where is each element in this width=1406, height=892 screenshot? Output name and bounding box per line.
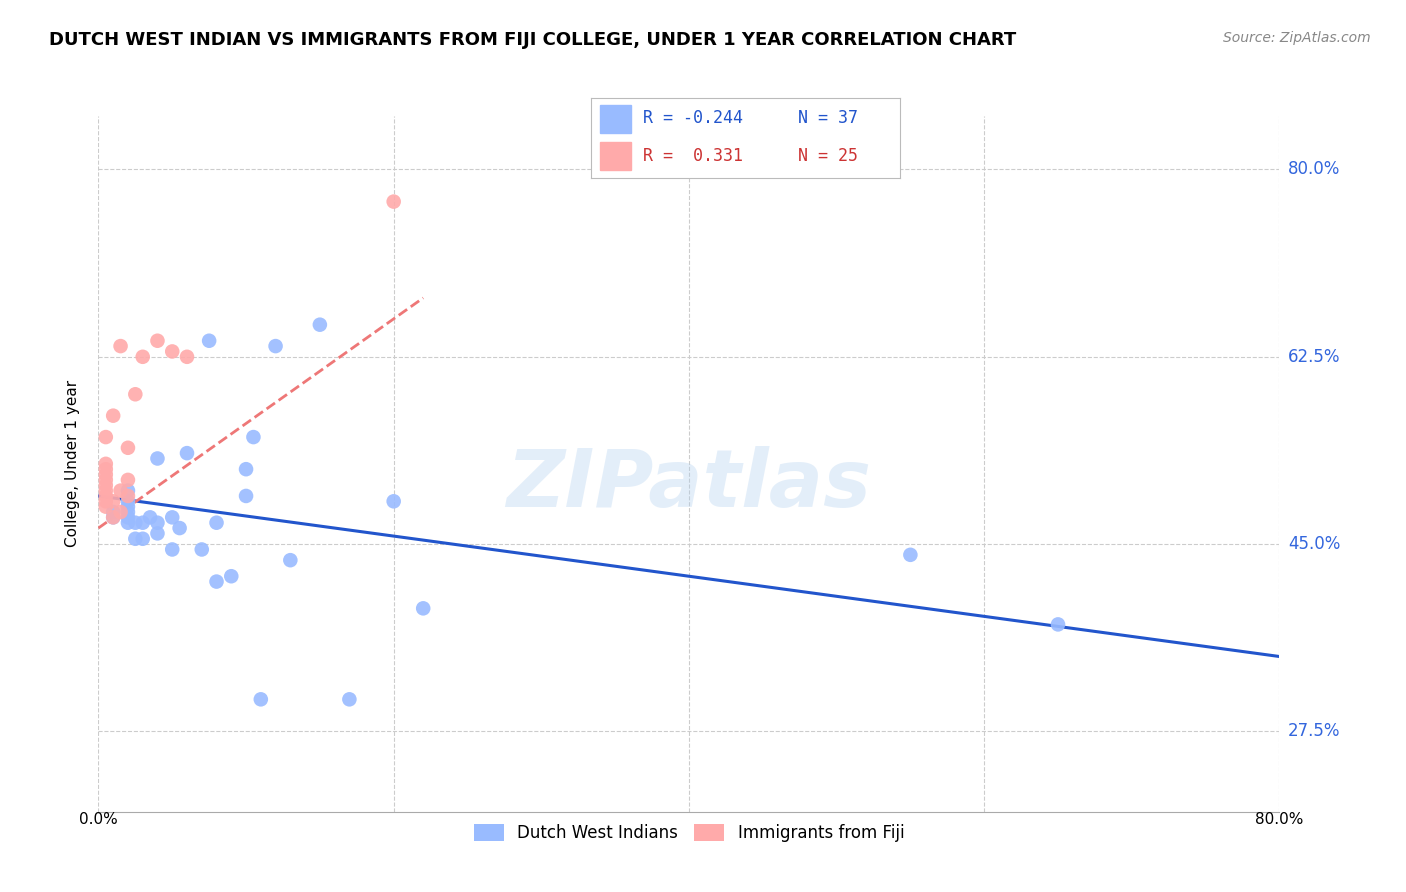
Point <box>162 510 183 524</box>
Point <box>146 516 169 530</box>
Point <box>117 505 139 519</box>
Point <box>198 334 221 348</box>
Point <box>242 430 264 444</box>
Text: N = 37: N = 37 <box>797 109 858 128</box>
Point <box>94 500 117 514</box>
Point <box>191 542 214 557</box>
Point <box>94 462 117 476</box>
Point <box>94 489 117 503</box>
Text: 80.0%: 80.0% <box>1256 812 1303 827</box>
Point <box>309 318 332 332</box>
Text: DUTCH WEST INDIAN VS IMMIGRANTS FROM FIJI COLLEGE, UNDER 1 YEAR CORRELATION CHAR: DUTCH WEST INDIAN VS IMMIGRANTS FROM FIJ… <box>49 31 1017 49</box>
Point <box>117 516 139 530</box>
Text: ZIPatlas: ZIPatlas <box>506 446 872 524</box>
Text: N = 25: N = 25 <box>797 147 858 165</box>
Point <box>139 510 162 524</box>
Text: 62.5%: 62.5% <box>1288 348 1340 366</box>
Point <box>94 467 117 482</box>
Y-axis label: College, Under 1 year: College, Under 1 year <box>65 380 80 548</box>
Legend: Dutch West Indians, Immigrants from Fiji: Dutch West Indians, Immigrants from Fiji <box>467 817 911 848</box>
Point <box>110 483 132 498</box>
Point <box>103 505 125 519</box>
Point <box>382 194 405 209</box>
Point <box>94 494 117 508</box>
Point <box>132 350 155 364</box>
Point <box>117 473 139 487</box>
Text: 27.5%: 27.5% <box>1288 723 1340 740</box>
Point <box>132 516 155 530</box>
Bar <box>600 142 631 170</box>
Point <box>219 569 242 583</box>
Point <box>1046 617 1069 632</box>
Point <box>205 574 228 589</box>
Point <box>124 516 146 530</box>
Point <box>337 692 360 706</box>
Point <box>103 510 125 524</box>
Text: Source: ZipAtlas.com: Source: ZipAtlas.com <box>1223 31 1371 45</box>
Point <box>146 451 169 466</box>
Point <box>124 387 146 401</box>
Point <box>94 478 117 492</box>
Text: 45.0%: 45.0% <box>1288 535 1340 553</box>
Point <box>250 692 273 706</box>
Point <box>235 489 257 503</box>
Point <box>264 339 287 353</box>
Point <box>117 500 139 514</box>
Text: 80.0%: 80.0% <box>1288 161 1340 178</box>
Point <box>103 494 125 508</box>
Point <box>103 409 125 423</box>
Point <box>110 505 132 519</box>
Point <box>169 521 191 535</box>
Text: R =  0.331: R = 0.331 <box>643 147 744 165</box>
Point <box>146 334 169 348</box>
Point <box>176 446 198 460</box>
Point <box>124 532 146 546</box>
Point <box>382 494 405 508</box>
Text: R = -0.244: R = -0.244 <box>643 109 744 128</box>
Point <box>94 430 117 444</box>
Point <box>94 483 117 498</box>
Point <box>103 510 125 524</box>
Point <box>94 457 117 471</box>
Point <box>146 526 169 541</box>
Point <box>117 494 139 508</box>
Point <box>235 462 257 476</box>
Point <box>117 483 139 498</box>
Point <box>110 339 132 353</box>
Point <box>205 516 228 530</box>
Point <box>176 350 198 364</box>
Point <box>94 473 117 487</box>
Point <box>117 510 139 524</box>
Point <box>162 542 183 557</box>
Point <box>278 553 302 567</box>
Point <box>162 344 183 359</box>
Point <box>900 548 922 562</box>
Text: 0.0%: 0.0% <box>79 812 118 827</box>
Point <box>412 601 434 615</box>
Point <box>132 532 155 546</box>
Point <box>117 489 139 503</box>
Bar <box>600 104 631 133</box>
Point <box>117 441 139 455</box>
